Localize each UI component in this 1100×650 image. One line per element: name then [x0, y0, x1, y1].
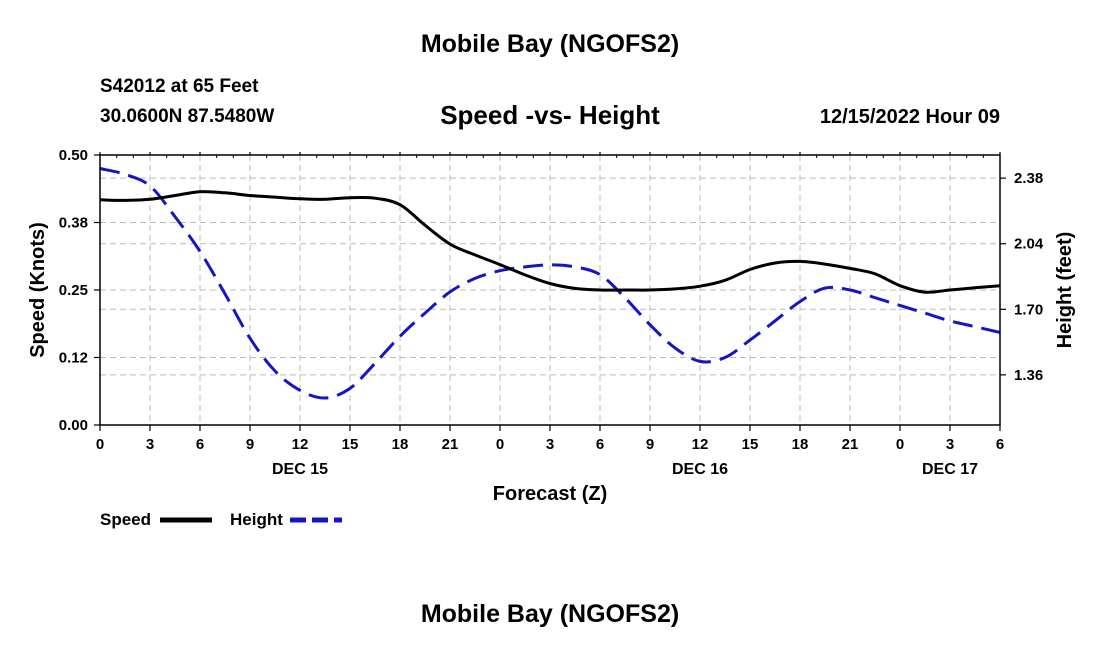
x-axis-title: Forecast (Z): [493, 483, 607, 505]
y-right-tick-label: 1.70: [1014, 301, 1043, 318]
legend-height-label: Height: [230, 510, 283, 529]
x-tick-label: 12: [692, 436, 709, 453]
x-tick-label: 6: [996, 436, 1004, 453]
grid: [100, 155, 1000, 425]
x-tick-label: 6: [596, 436, 604, 453]
x-tick-label: 9: [646, 436, 654, 453]
station-coordinates: 30.0600N 87.5480W: [100, 106, 275, 127]
x-date-label: DEC 17: [922, 461, 978, 478]
height-series-line: [99, 167, 1001, 400]
chart-title: Speed -vs- Height: [440, 100, 660, 130]
y-right-tick-label: 1.36: [1014, 367, 1043, 384]
x-tick-label: 3: [146, 436, 154, 453]
series-layer: [99, 167, 1001, 400]
x-tick-label: 15: [342, 436, 359, 453]
x-tick-label: 12: [292, 436, 309, 453]
x-tick-label: 3: [546, 436, 554, 453]
x-tick-label: 0: [496, 436, 504, 453]
x-tick-label: 21: [442, 436, 459, 453]
speed-series-line: [99, 190, 1001, 294]
x-tick-label: 21: [842, 436, 859, 453]
x-tick-label: 6: [196, 436, 204, 453]
y-axis-left-title: Speed (Knots): [27, 222, 49, 358]
x-tick-label: 18: [792, 436, 809, 453]
main-title: Mobile Bay (NGOFS2): [420, 30, 680, 58]
y-left-tick-label: 0.12: [59, 350, 88, 367]
y-axis-right-title: Height (feet): [1054, 232, 1076, 349]
x-date-label: DEC 16: [672, 461, 728, 478]
legend-speed-label: Speed: [100, 510, 151, 529]
axes: 0 3 6 9 12 15 18 21 0 3 6 9 12 15 18 21 0 3 6 0.00 0.12 0.25 0…: [59, 147, 1044, 478]
x-tick-label: 15: [742, 436, 759, 453]
station-id: S42012 at 65 Feet: [100, 76, 259, 97]
y-left-tick-label: 0.00: [59, 417, 88, 434]
y-left-tick-label: 0.25: [59, 282, 88, 299]
y-right-tick-label: 2.38: [1014, 170, 1043, 187]
bottom-title: Mobile Bay (NGOFS2): [420, 600, 680, 628]
x-tick-label: 9: [246, 436, 254, 453]
x-tick-label: 0: [896, 436, 904, 453]
run-time: 12/15/2022 Hour 09: [819, 106, 1000, 128]
y-left-tick-label: 0.50: [59, 147, 88, 164]
x-tick-label: 18: [392, 436, 409, 453]
legend: Speed Height: [100, 510, 342, 529]
x-tick-label: 3: [946, 436, 954, 453]
x-date-label: DEC 15: [272, 461, 328, 478]
x-tick-label: 0: [96, 436, 104, 453]
y-left-tick-label: 0.38: [59, 215, 88, 232]
y-right-tick-label: 2.04: [1014, 236, 1044, 253]
